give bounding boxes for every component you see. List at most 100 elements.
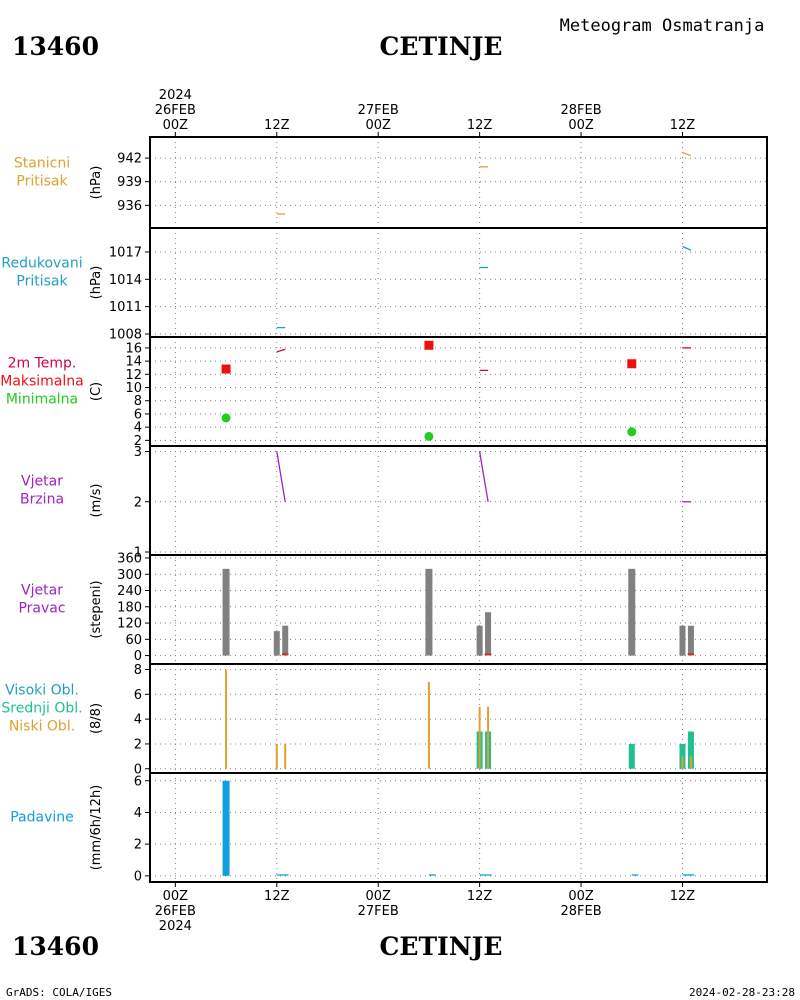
panel-frame: [149, 445, 768, 556]
panel-precipitation: 0 2 4 6 Padavine (mm/6h/12h): [10, 772, 768, 884]
y-tick-label: 0: [134, 649, 142, 664]
clouds-bar: [487, 706, 490, 769]
clouds-bar: [427, 681, 430, 769]
panel-station_pressure: 936 939 942 Stanicni Pritisak (hPa): [14, 136, 768, 229]
wind_direction-bar: [425, 568, 433, 656]
y-tick-label: 942: [117, 152, 142, 167]
temperature-min-marker: [221, 413, 231, 423]
y-tick-label: 2: [134, 737, 142, 752]
temperature-min-marker: [424, 431, 434, 441]
y-tick-label: 3: [134, 445, 142, 460]
station_pressure-series-line: [682, 151, 692, 157]
panel-reduced_pressure: 1008 1011 1014 1017 Redukovani Pritisak (hPa): [1, 227, 768, 343]
panel-label: Visoki Obl.: [5, 683, 79, 699]
y-tick-label: 360: [117, 552, 142, 567]
y-tick-label: 2: [134, 838, 142, 853]
footer-timestamp: 2024-02-28-23:28: [689, 986, 795, 999]
time-label-bottom: 28FEB: [560, 904, 601, 919]
wind_direction-bar: [282, 625, 289, 656]
y-tick-label: 936: [117, 199, 142, 214]
unit-label: (8/8): [89, 703, 104, 734]
precipitation-bar: [222, 780, 230, 876]
temperature-max-marker: [221, 364, 231, 374]
time-label-top: 2024: [159, 88, 192, 103]
clouds-bar: [225, 669, 228, 769]
y-tick-label: 0: [134, 869, 142, 884]
temperature-max-marker: [424, 340, 434, 350]
clouds-bar: [275, 743, 278, 769]
y-tick-label: 4: [134, 421, 142, 436]
y-tick-label: 8: [134, 663, 142, 678]
y-tick-label: 1008: [109, 328, 142, 343]
time-label-top: 12Z: [467, 118, 493, 133]
clouds-bar: [679, 743, 686, 769]
y-tick-label: 2: [134, 495, 142, 510]
station-id-top: 13460: [12, 32, 99, 61]
y-tick-label: 8: [134, 394, 142, 409]
time-label-top: 00Z: [163, 118, 189, 133]
station-id-bottom: 13460: [12, 932, 99, 961]
panel-wind_speed: 1 2 3 Vjetar Brzina (m/s): [20, 445, 768, 561]
wind_direction-bar: [628, 568, 636, 656]
time-label-bottom: 26FEB: [155, 904, 196, 919]
time-label-top: 26FEB: [155, 103, 196, 118]
panel-label: Vjetar: [21, 474, 63, 490]
y-tick-label: 14: [125, 355, 142, 370]
time-label-bottom: 00Z: [568, 889, 594, 904]
temperature-min-marker: [627, 427, 637, 437]
time-label-top: 00Z: [365, 118, 391, 133]
panel-label: Brzina: [20, 492, 64, 508]
y-tick-label: 180: [117, 600, 142, 615]
y-tick-label: 240: [117, 584, 142, 599]
panel-label: Pravac: [18, 601, 65, 617]
unit-label: (m/s): [89, 484, 104, 518]
panel-frame: [149, 663, 768, 774]
y-tick-label: 60: [125, 633, 142, 648]
temperature-series-line: [276, 348, 286, 353]
y-tick-label: 4: [134, 806, 142, 821]
unit-label: (C): [89, 382, 104, 401]
panel-label: Vjetar: [21, 583, 63, 599]
time-label-bottom: 27FEB: [358, 904, 399, 919]
time-label-top: 12Z: [264, 118, 290, 133]
y-tick-label: 1: [134, 546, 142, 561]
wind_direction-bar: [679, 625, 686, 656]
y-tick-label: 10: [125, 381, 142, 396]
wind_direction-bar: [273, 631, 280, 656]
panel-frame: [149, 336, 768, 447]
footer-credit: GrADS: COLA/IGES: [6, 986, 112, 999]
y-tick-label: 6: [134, 688, 142, 703]
y-tick-label: 939: [117, 175, 142, 190]
unit-label: (mm/6h/12h): [89, 785, 104, 871]
y-tick-label: 12: [125, 368, 142, 383]
wind_speed-series-line: [478, 451, 489, 502]
time-label-top: 12Z: [670, 118, 696, 133]
y-tick-label: 300: [117, 568, 142, 583]
panel-label: Padavine: [10, 810, 74, 826]
unit-label: (stepeni): [89, 580, 104, 638]
wind_speed-series-line: [276, 451, 286, 502]
clouds-bar: [478, 706, 481, 769]
reduced_pressure-series-line: [682, 245, 692, 251]
time-label-bottom: 12Z: [264, 889, 290, 904]
clouds-bar: [628, 743, 635, 769]
panel-label: Pritisak: [16, 174, 68, 190]
clouds-bar: [687, 731, 694, 769]
clouds-bar: [284, 743, 287, 769]
meteogram-title: Meteogram Osmatranja: [560, 16, 765, 36]
y-tick-label: 0: [134, 762, 142, 777]
wind_direction-bar: [222, 568, 230, 656]
y-tick-label: 6: [134, 407, 142, 422]
y-tick-label: 16: [125, 341, 142, 356]
time-label-bottom: 12Z: [467, 889, 493, 904]
panel-label: Srednji Obl.: [1, 701, 82, 717]
panel-frame: [149, 554, 768, 665]
panel-frame: [149, 136, 768, 229]
y-tick-label: 2: [134, 434, 142, 449]
time-label-top: 28FEB: [560, 103, 601, 118]
panel-frame: [149, 227, 768, 338]
